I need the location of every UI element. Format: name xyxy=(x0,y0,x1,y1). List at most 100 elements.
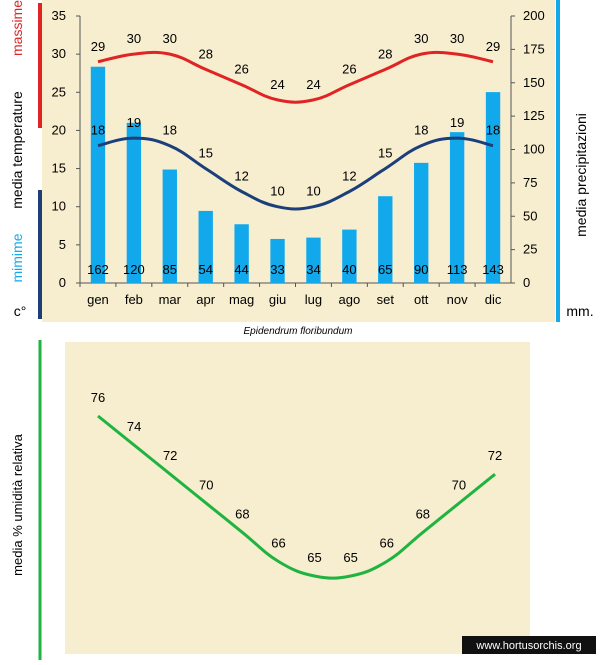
precip-label-apr: 54 xyxy=(198,262,212,277)
axis-unit-celsius: c° xyxy=(14,303,27,319)
x-tick-label-feb: feb xyxy=(125,292,143,307)
right-tick-label: 100 xyxy=(523,142,545,157)
right-tick-label: 200 xyxy=(523,8,545,23)
left-tick-label: 0 xyxy=(59,275,66,290)
right-tick-label: 125 xyxy=(523,108,545,123)
precip-label-giu: 33 xyxy=(270,262,284,277)
precip-bar-giu xyxy=(270,238,285,283)
chart-title: Epidendrum floribundum xyxy=(244,326,353,337)
x-tick-label-apr: apr xyxy=(196,292,215,307)
humidity-chart-background xyxy=(65,342,530,654)
max-temp-label-gen: 29 xyxy=(91,39,105,54)
max-temp-label-ott: 30 xyxy=(414,31,428,46)
max-temp-line xyxy=(97,50,494,104)
precip-bar-ago xyxy=(342,229,357,283)
max-temp-label-mag: 26 xyxy=(234,62,248,77)
x-tick-label-giu: giu xyxy=(269,292,286,307)
humidity-label-lug: 65 xyxy=(307,550,321,565)
humidity-label-ago: 65 xyxy=(343,550,357,565)
min-temp-label-dic: 18 xyxy=(486,123,500,138)
top-chart-background xyxy=(42,0,555,322)
precip-bar-feb xyxy=(126,122,142,283)
min-temp-label-nov: 19 xyxy=(450,115,464,130)
temperature-lines xyxy=(97,50,494,211)
max-temp-label-giu: 24 xyxy=(270,77,284,92)
max-temp-label-dic: 29 xyxy=(486,39,500,54)
precip-bar-mag xyxy=(234,224,249,283)
watermark-text: www.hortusorchis.org xyxy=(475,640,581,652)
max-temp-label-ago: 26 xyxy=(342,62,356,77)
humidity-label-mag: 68 xyxy=(235,506,249,521)
precip-bar-ott xyxy=(414,162,429,283)
min-temp-label-giu: 10 xyxy=(270,184,284,199)
x-tick-label-ago: ago xyxy=(339,292,361,307)
x-tick-label-dic: dic xyxy=(485,292,502,307)
x-tick-label-mag: mag xyxy=(229,292,254,307)
min-temp-label-apr: 15 xyxy=(198,146,212,161)
humidity-label-dic: 72 xyxy=(488,448,502,463)
right-tick-label: 150 xyxy=(523,75,545,90)
humidity-label-nov: 70 xyxy=(452,477,466,492)
x-tick-label-set: set xyxy=(377,292,395,307)
x-tick-label-mar: mar xyxy=(159,292,182,307)
precip-bar-apr xyxy=(198,210,213,283)
right-tick-label: 50 xyxy=(523,208,537,223)
max-temp-label-lug: 24 xyxy=(306,77,320,92)
right-tick-label: 75 xyxy=(523,175,537,190)
left-tick-label: 15 xyxy=(52,161,66,176)
precip-label-mag: 44 xyxy=(234,262,248,277)
precip-label-mar: 85 xyxy=(163,262,177,277)
precip-label-ott: 90 xyxy=(414,262,428,277)
min-temp-label-ott: 18 xyxy=(414,123,428,138)
precip-label-lug: 34 xyxy=(306,262,320,277)
humidity-series: 76 74 72 70 68 66 65 65 66 68 70 72 xyxy=(91,390,502,580)
min-temp-label-mar: 18 xyxy=(163,123,177,138)
min-temp-label-feb: 19 xyxy=(127,115,141,130)
axis-label-min: mimime xyxy=(9,233,25,282)
left-tick-label: 30 xyxy=(52,46,66,61)
precip-bar-dic xyxy=(485,92,501,283)
max-temp-label-set: 28 xyxy=(378,46,392,61)
axis-label-media-temperature: media temperature xyxy=(9,91,25,209)
right-tick-label: 175 xyxy=(523,41,545,56)
left-tick-label: 5 xyxy=(59,237,66,252)
max-temp-label-feb: 30 xyxy=(127,31,141,46)
humidity-label-giu: 66 xyxy=(271,535,285,550)
axis-label-precipitation: media precipitazioni xyxy=(573,113,589,237)
precip-label-nov: 113 xyxy=(447,262,468,277)
min-temp-label-gen: 18 xyxy=(91,123,105,138)
x-tick-label-lug: lug xyxy=(305,292,322,307)
left-tick-label: 35 xyxy=(52,8,66,23)
min-temp-label-lug: 10 xyxy=(306,184,320,199)
left-tick-label: 20 xyxy=(52,122,66,137)
x-tick-label-nov: nov xyxy=(447,292,468,307)
humidity-label-feb: 74 xyxy=(127,419,141,434)
right-tick-label: 25 xyxy=(523,242,537,257)
precip-bar-mar xyxy=(162,169,177,283)
max-temp-label-mar: 30 xyxy=(163,31,177,46)
humidity-label-mar: 72 xyxy=(163,448,177,463)
humidity-label-gen: 76 xyxy=(91,390,105,405)
right-tick-label: 0 xyxy=(523,275,530,290)
precip-bar-lug xyxy=(306,237,321,283)
humidity-line xyxy=(97,414,496,580)
x-tick-label-ott: ott xyxy=(414,292,429,307)
max-temp-label-apr: 28 xyxy=(198,46,212,61)
max-temp-label-nov: 30 xyxy=(450,31,464,46)
top-chart-axes: 0 5 10 15 20 25 30 35 0 25 50 75 100 125 150 175 200 gen f… xyxy=(52,8,545,307)
precip-label-ago: 40 xyxy=(342,262,356,277)
humidity-label-apr: 70 xyxy=(199,477,213,492)
min-temp-line xyxy=(97,136,494,211)
humidity-label-ott: 68 xyxy=(416,506,430,521)
humidity-axis-label: media % umidità relativa xyxy=(10,433,25,575)
watermark-background xyxy=(462,636,596,654)
min-temp-label-mag: 12 xyxy=(234,168,248,183)
precipitation-bars xyxy=(90,66,501,283)
precip-label-set: 65 xyxy=(378,262,392,277)
x-tick-label-gen: gen xyxy=(87,292,109,307)
axis-unit-mm: mm. xyxy=(566,303,593,319)
precip-bar-gen xyxy=(90,66,106,283)
min-temp-label-ago: 12 xyxy=(342,168,356,183)
